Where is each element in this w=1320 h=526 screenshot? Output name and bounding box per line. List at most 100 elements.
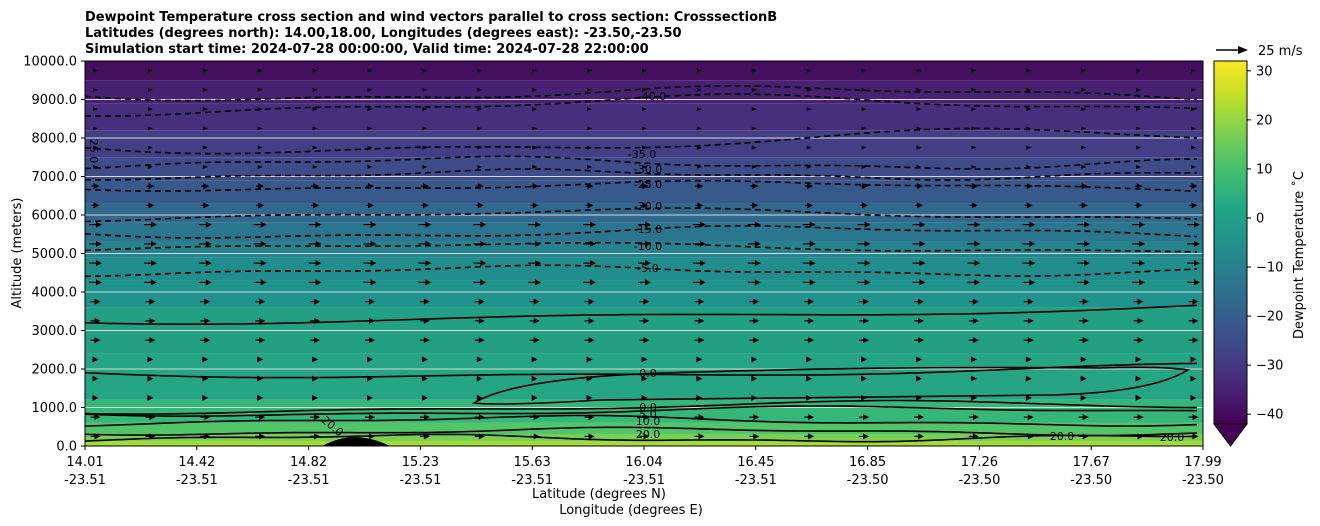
wind-arrow xyxy=(588,414,595,421)
wind-arrow xyxy=(1136,107,1142,112)
wind-arrow xyxy=(92,375,99,382)
wind-arrow xyxy=(588,317,595,324)
wind-arrow xyxy=(205,279,212,286)
contour-lines xyxy=(85,84,1198,443)
wind-arrow xyxy=(205,260,212,267)
quiver-key-label: 25 m/s xyxy=(1258,44,1303,59)
wind-arrow xyxy=(370,279,377,286)
x-tick-label-longitude: -23.50 xyxy=(1182,473,1224,488)
wind-arrow xyxy=(149,433,156,440)
wind-arrow xyxy=(754,240,761,247)
wind-arrow xyxy=(808,433,815,440)
wind-arrow xyxy=(1190,375,1197,382)
wind-arrow xyxy=(147,356,154,363)
wind-arrow xyxy=(698,433,705,440)
wind-arrow xyxy=(367,356,373,363)
wind-arrow xyxy=(369,298,375,305)
wind-arrow xyxy=(314,317,321,324)
wind-arrow xyxy=(1081,145,1087,150)
wind-arrow xyxy=(974,240,981,247)
wind-arrow xyxy=(1025,394,1032,401)
horizontal-gridlines xyxy=(85,99,1203,408)
wind-arrow xyxy=(1029,221,1036,228)
wind-arrow xyxy=(971,68,977,73)
wind-arrow xyxy=(696,164,702,169)
wind-arrow xyxy=(476,394,483,401)
wind-arrow xyxy=(861,107,867,112)
wind-arrow xyxy=(421,394,428,401)
wind-arrow xyxy=(971,126,977,131)
wind-arrow xyxy=(149,298,156,305)
wind-arrow xyxy=(864,240,871,247)
solid-contour xyxy=(85,304,1198,325)
wind-arrow xyxy=(1194,240,1200,247)
wind-arrow xyxy=(423,433,430,440)
wind-arrow xyxy=(1139,221,1146,228)
wind-arrow xyxy=(645,260,651,267)
x-tick-label-latitude: 17.26 xyxy=(961,455,998,470)
wind-arrow xyxy=(313,202,320,209)
wind-arrow xyxy=(1082,298,1089,305)
plot-area xyxy=(85,61,1203,446)
wind-arrow xyxy=(972,298,979,305)
wind-arrow xyxy=(425,240,432,247)
wind-arrow xyxy=(753,317,760,324)
wind-arrow xyxy=(1137,337,1144,344)
wind-arrow xyxy=(312,126,318,131)
wind-arrow xyxy=(864,260,871,267)
wind-arrow xyxy=(642,68,647,73)
wind-arrow xyxy=(918,433,924,440)
wind-arrow xyxy=(1191,183,1198,190)
wind-arrow xyxy=(204,414,211,421)
wind-arrow xyxy=(974,260,981,267)
wind-arrow xyxy=(477,87,483,92)
x-tick-label-latitude: 15.23 xyxy=(402,455,439,470)
wind-arrow xyxy=(699,240,706,247)
wind-arrow xyxy=(94,433,101,440)
dashed-contour xyxy=(85,225,1198,239)
wind-arrow xyxy=(422,107,428,112)
colorbar xyxy=(1213,60,1248,425)
contour-label: -5.0 xyxy=(637,262,658,275)
wind-arrow xyxy=(257,164,263,169)
contour-band xyxy=(85,353,1203,400)
wind-arrow xyxy=(367,68,373,73)
contour-label: 5.0 xyxy=(639,408,657,421)
wind-arrow xyxy=(806,375,813,382)
wind-arrow xyxy=(642,145,647,150)
wind-arrow xyxy=(587,68,593,73)
wind-arrow xyxy=(367,87,373,92)
wind-arrow xyxy=(257,356,264,363)
y-tick-label: 6000.0 xyxy=(32,209,78,224)
wind-arrow xyxy=(861,164,867,169)
wind-arrow xyxy=(696,145,702,150)
wind-arrow xyxy=(1137,414,1144,421)
wind-arrow xyxy=(478,433,485,440)
wind-arrow xyxy=(480,260,487,267)
wind-arrow xyxy=(971,107,977,112)
wind-arrow xyxy=(972,317,979,324)
wind-arrow xyxy=(919,260,926,267)
wind-arrow xyxy=(806,87,812,92)
wind-arrow xyxy=(752,202,759,209)
wind-arrow xyxy=(1081,164,1087,169)
wind-arrow xyxy=(422,164,428,169)
wind-arrow xyxy=(1025,375,1032,382)
wind-arrow xyxy=(202,107,208,112)
wind-arrow xyxy=(587,145,593,150)
wind-arrow xyxy=(315,240,322,247)
wind-arrow xyxy=(696,68,702,73)
wind-arrow xyxy=(478,337,485,344)
wind-arrow xyxy=(1082,414,1089,421)
wind-arrow xyxy=(96,240,102,247)
wind-arrow xyxy=(147,126,153,131)
wind-arrow xyxy=(425,260,432,267)
wind-arrow xyxy=(422,68,428,73)
x-tick-label-longitude: -23.51 xyxy=(288,473,330,488)
wind-arrow xyxy=(147,375,154,382)
wind-arrow xyxy=(643,337,650,344)
wind-arrow xyxy=(532,126,538,131)
wind-arrow xyxy=(1080,356,1087,363)
wind-arrow xyxy=(919,279,926,286)
wind-arrow xyxy=(259,433,266,440)
